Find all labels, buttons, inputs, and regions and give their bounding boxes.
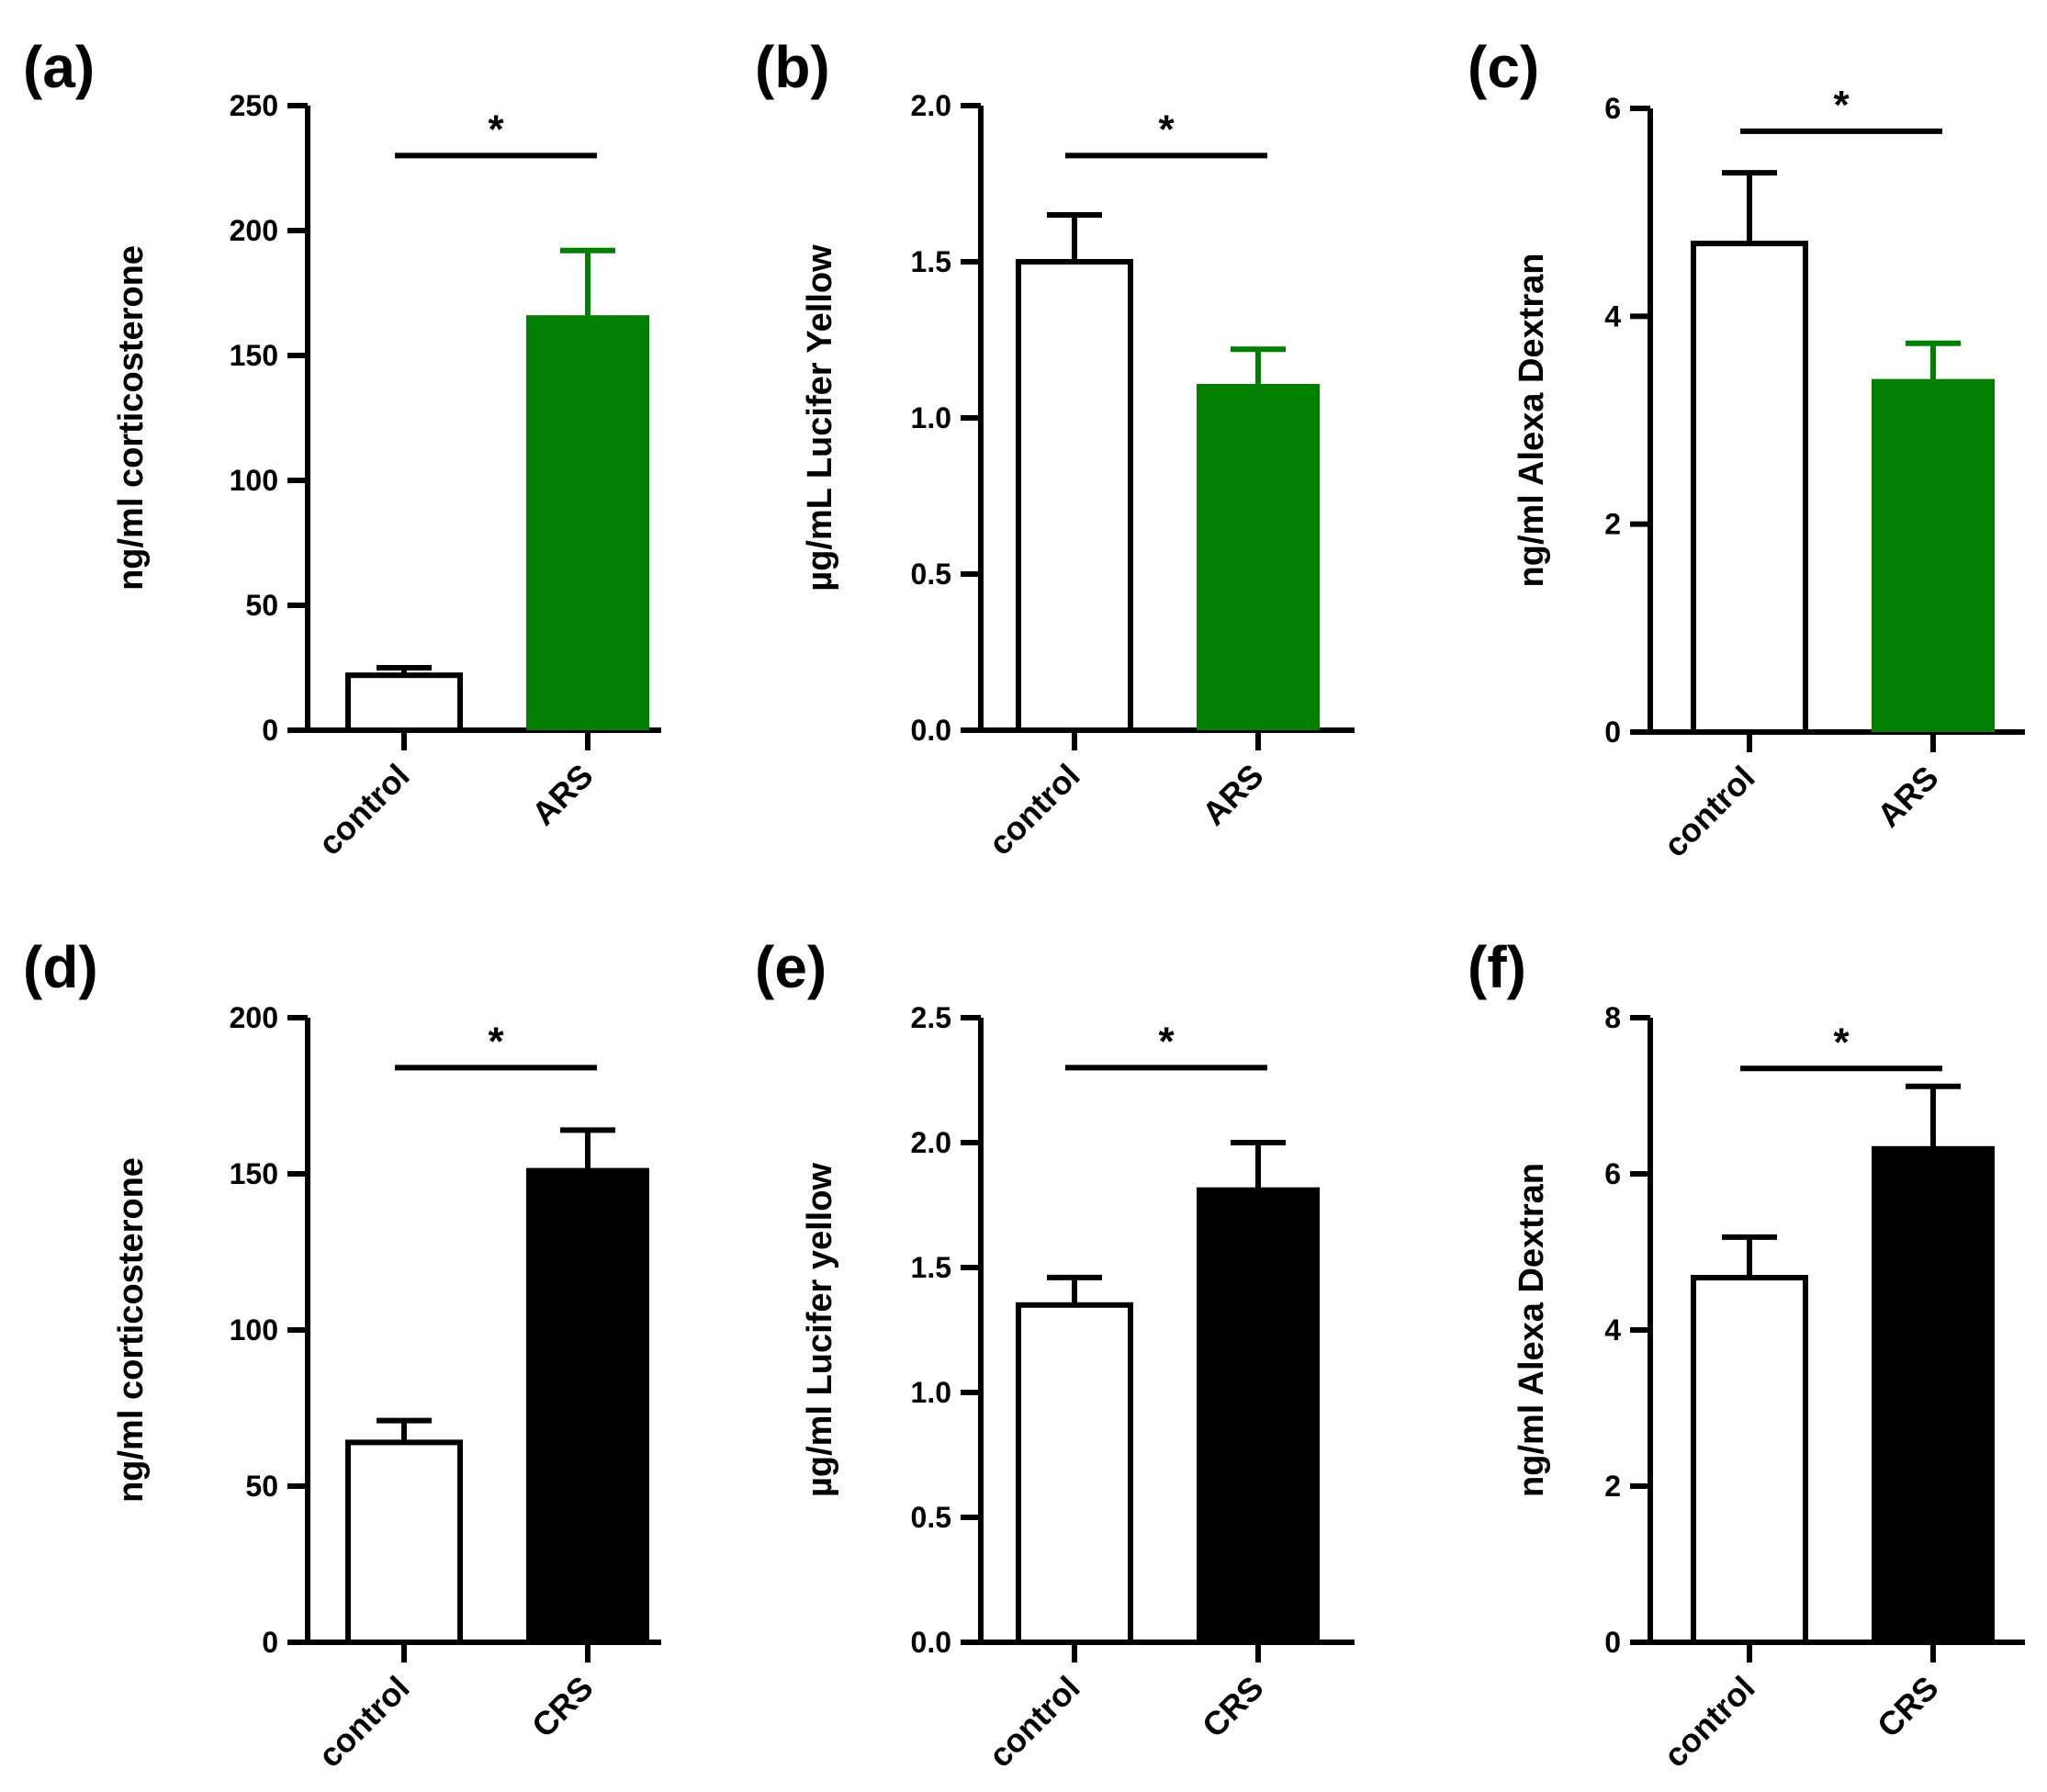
x-category-label: control xyxy=(310,1669,416,1775)
y-tick-label: 6 xyxy=(1604,92,1621,125)
y-tick-label: 0 xyxy=(1604,1626,1621,1659)
panel-label: (d) xyxy=(23,934,98,1000)
y-tick-label: 6 xyxy=(1604,1157,1621,1190)
y-tick-label: 2.0 xyxy=(911,1126,951,1159)
y-axis-title: ng/ml Alexa Dextran xyxy=(1513,1163,1551,1497)
y-tick-label: 250 xyxy=(230,89,278,122)
y-tick-label: 1.5 xyxy=(911,1251,951,1284)
y-tick-label: 100 xyxy=(230,1313,278,1347)
x-category-label: CRS xyxy=(524,1669,601,1745)
y-axis-title: ng/ml corticosterone xyxy=(112,1157,151,1503)
y-tick-label: 1.5 xyxy=(911,245,951,278)
y-tick-label: 50 xyxy=(245,589,278,622)
y-tick-label: 8 xyxy=(1604,1001,1621,1034)
significance-asterisk: * xyxy=(1158,1019,1175,1064)
chart-panel-2: (b) 0.0 0.5 1.0 1.5 2.0 µg/mL Lucifer Yellow co… xyxy=(755,34,1355,862)
panel-label: (b) xyxy=(755,34,830,100)
y-tick-label: 4 xyxy=(1604,299,1621,332)
x-category-label: ARS xyxy=(1870,759,1946,835)
y-tick-label: 0.0 xyxy=(911,714,951,747)
y-tick-label: 1.0 xyxy=(911,401,951,434)
y-tick-label: 100 xyxy=(230,464,278,497)
chart-panel-4: (d) 0 50 100 150 200 ng/ml corticosterone contr… xyxy=(23,934,661,1775)
x-category-label: CRS xyxy=(1870,1669,1946,1745)
x-category-label: control xyxy=(1656,1669,1761,1775)
y-tick-label: 200 xyxy=(230,214,278,247)
bar-crs xyxy=(526,1167,649,1642)
significance-asterisk: * xyxy=(1833,1020,1850,1065)
bar-control xyxy=(1691,241,1808,736)
bar-control xyxy=(345,1439,463,1646)
panel-label: (f) xyxy=(1468,934,1526,1000)
panel-label: (a) xyxy=(23,34,95,100)
y-tick-label: 2 xyxy=(1604,508,1621,541)
panel-label: (e) xyxy=(755,934,827,1000)
y-tick-label: 2.5 xyxy=(911,1001,951,1034)
bar-ars xyxy=(1197,384,1320,730)
y-tick-label: 2.0 xyxy=(911,89,951,122)
chart-panel-5: (e) 0.0 0.5 1.0 1.5 2.0 2.5 µg/ml Lucifer yello… xyxy=(755,934,1355,1775)
y-axis-title: ng/ml corticosterone xyxy=(112,245,151,591)
significance-asterisk: * xyxy=(488,107,504,152)
y-axis-title: ng/ml Alexa Dextran xyxy=(1513,254,1551,588)
bar-control xyxy=(1691,1275,1808,1646)
y-tick-label: 1.0 xyxy=(911,1376,951,1409)
y-tick-label: 4 xyxy=(1604,1313,1621,1347)
bar-crs xyxy=(1872,1145,1995,1642)
chart-panel-3: (c) 0 2 4 6 ng/ml Alexa Dextran control ARS * xyxy=(1468,34,2025,864)
panel-label: (c) xyxy=(1468,34,1539,100)
chart-panel-6: (f) 0 2 4 6 8 ng/ml Alexa Dextran control CRS * xyxy=(1468,934,2025,1775)
y-tick-label: 0.5 xyxy=(911,558,951,591)
bar-ars xyxy=(1872,378,1995,732)
y-tick-label: 200 xyxy=(230,1001,278,1034)
significance-asterisk: * xyxy=(1833,83,1850,128)
bar-crs xyxy=(1197,1187,1320,1642)
y-tick-label: 0.5 xyxy=(911,1501,951,1534)
y-tick-label: 0.0 xyxy=(911,1626,951,1659)
y-axis-title: µg/mL Lucifer Yellow xyxy=(801,244,839,592)
x-category-label: control xyxy=(981,757,1086,862)
significance-asterisk: * xyxy=(1158,107,1175,152)
chart-panel-1: (a) 0 50 100 150 200 250 ng/ml corticosterone co… xyxy=(23,34,661,862)
x-category-label: control xyxy=(981,1669,1086,1775)
x-category-label: CRS xyxy=(1195,1669,1271,1745)
y-axis-title: µg/ml Lucifer yellow xyxy=(801,1163,839,1497)
y-tick-label: 2 xyxy=(1604,1470,1621,1503)
y-tick-label: 0 xyxy=(262,714,278,747)
y-tick-label: 0 xyxy=(1604,716,1621,749)
bar-control xyxy=(345,672,463,733)
x-category-label: ARS xyxy=(524,757,601,833)
significance-asterisk: * xyxy=(488,1019,504,1064)
x-category-label: control xyxy=(1656,759,1761,864)
y-tick-label: 50 xyxy=(245,1470,278,1503)
y-tick-label: 150 xyxy=(230,1157,278,1190)
x-category-label: ARS xyxy=(1195,757,1271,833)
y-tick-label: 0 xyxy=(262,1626,278,1659)
bar-control xyxy=(1016,259,1133,733)
y-tick-label: 150 xyxy=(230,339,278,372)
bar-control xyxy=(1016,1302,1133,1646)
x-category-label: control xyxy=(310,757,416,862)
bar-ars xyxy=(526,315,649,730)
